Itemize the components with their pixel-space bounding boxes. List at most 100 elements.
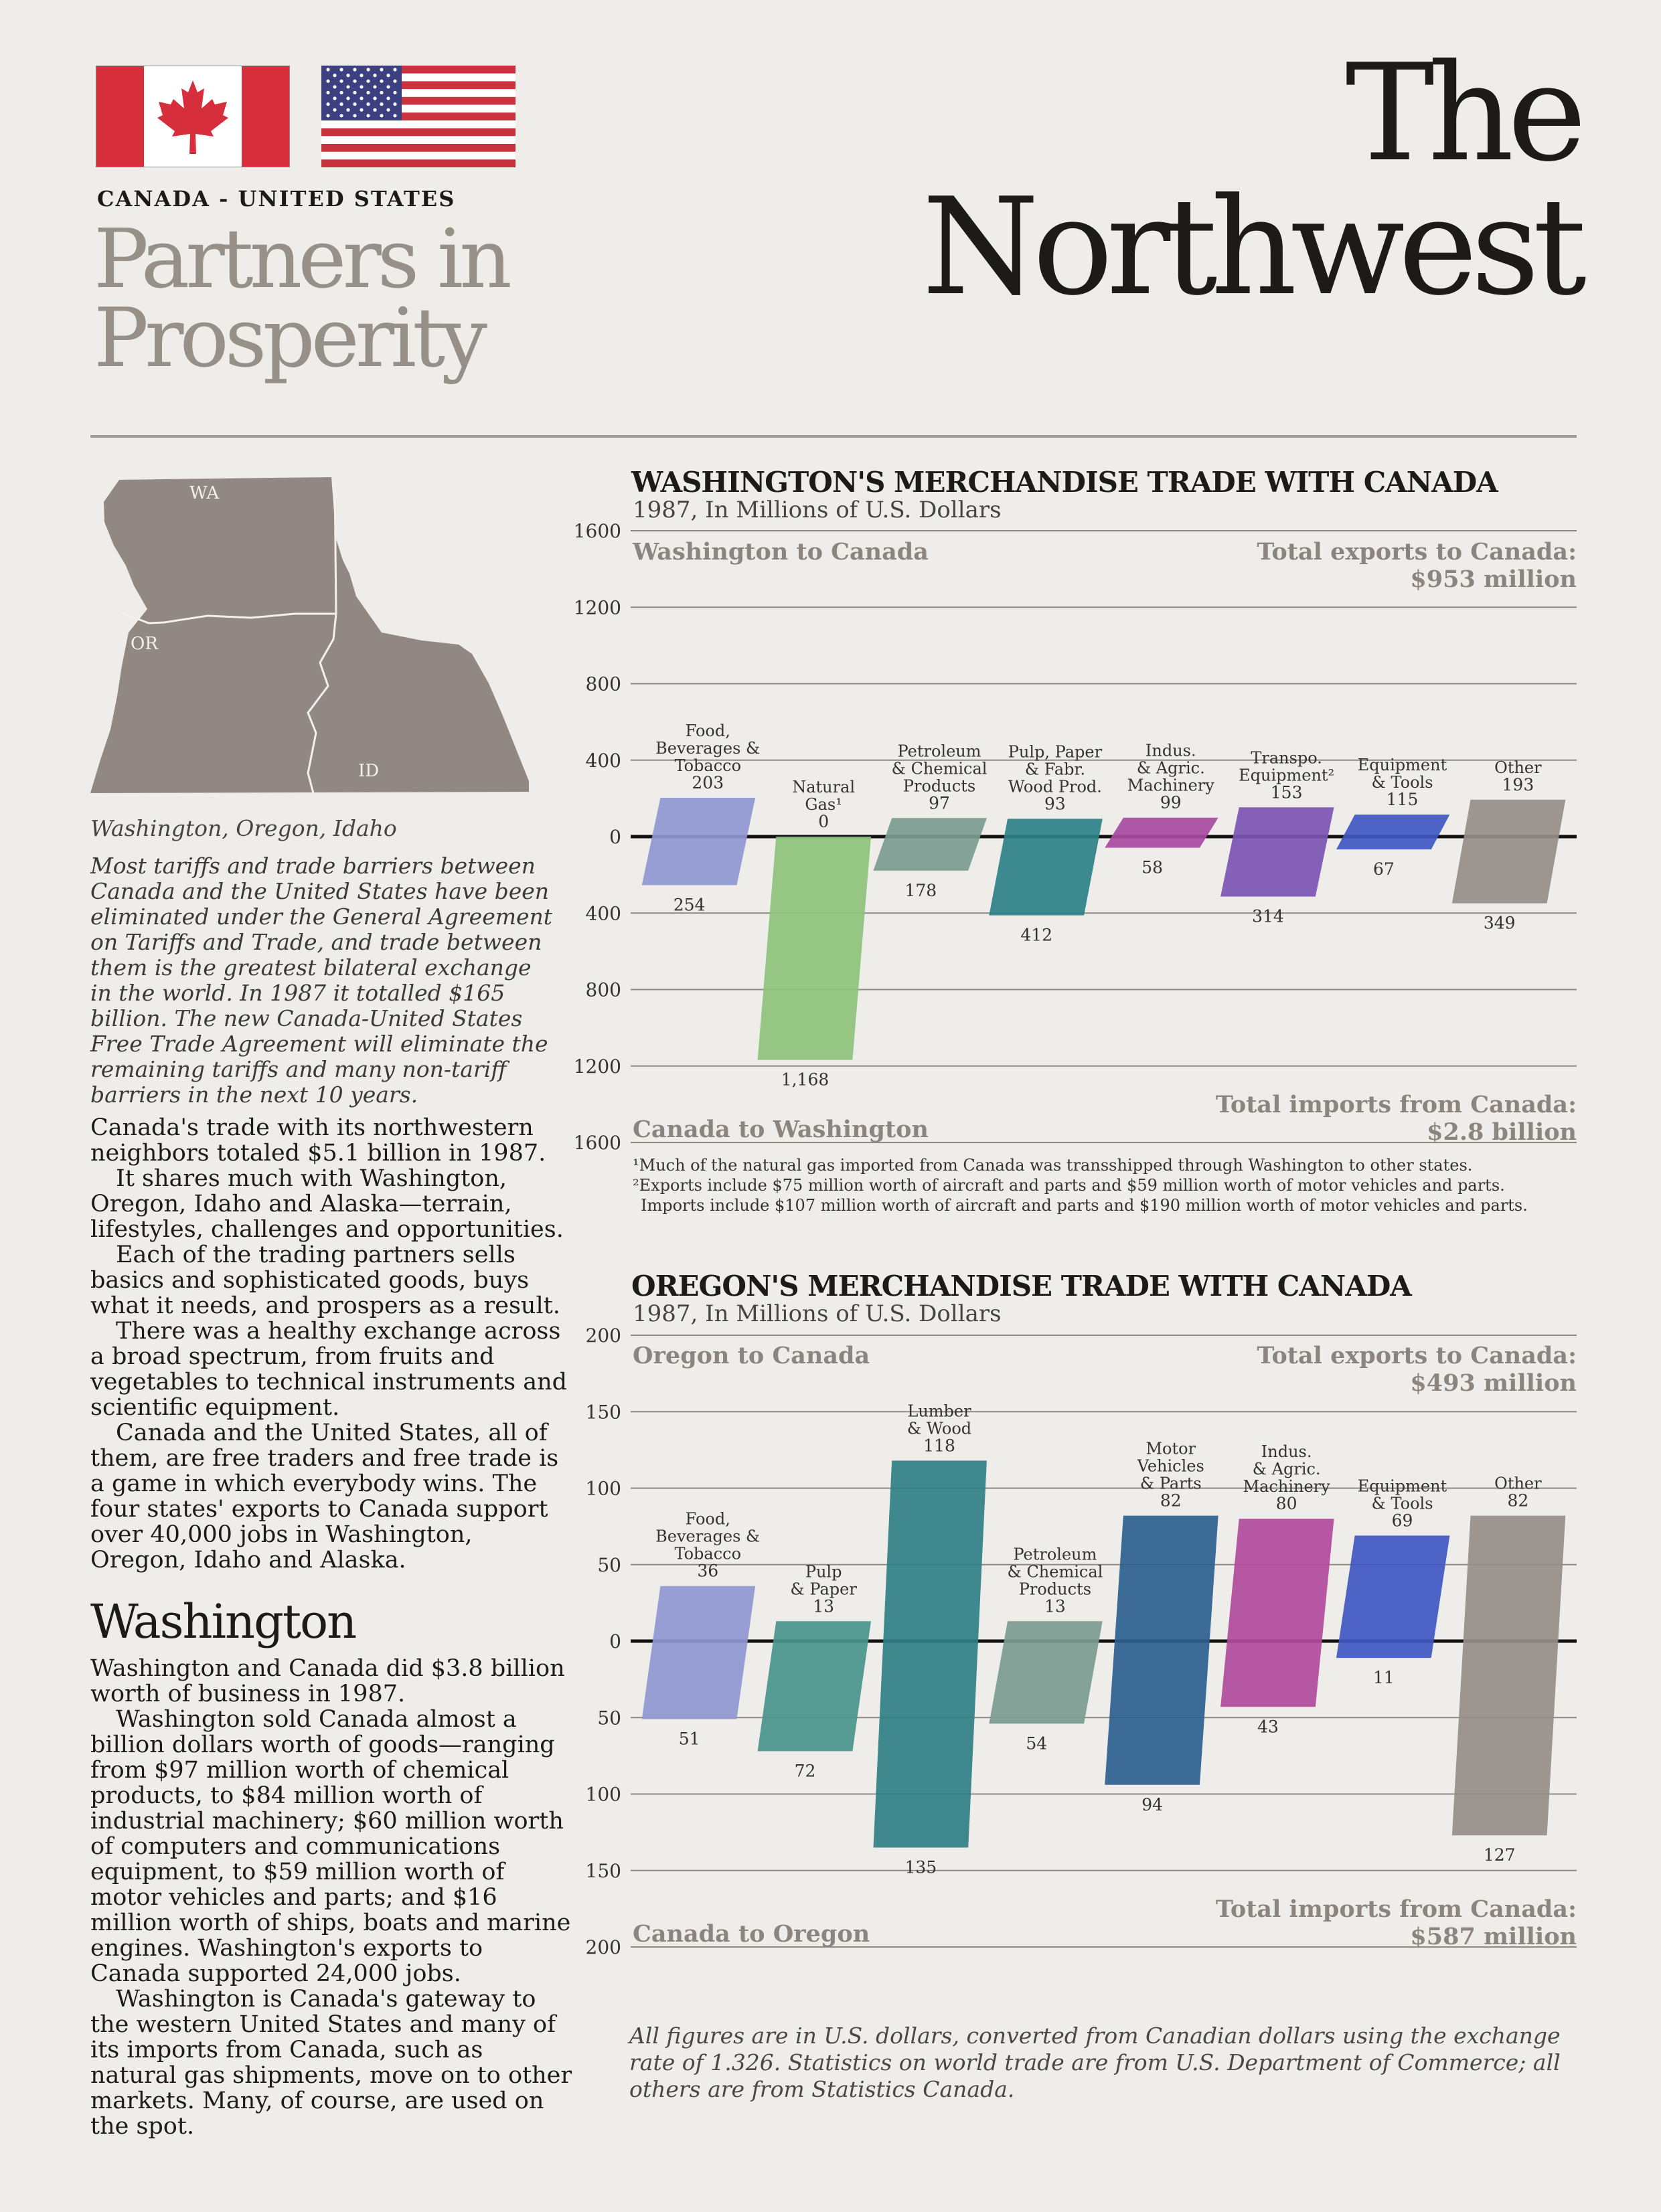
countries-label: CANADA - UNITED STATES [97, 186, 456, 211]
wa-category-label: Equipment² [1239, 766, 1334, 784]
wa-category-label: Other [1494, 758, 1542, 777]
or-import-value-label: 54 [1026, 1733, 1047, 1753]
or-category-label: Indus. [1261, 1442, 1312, 1461]
wa-export-label: Washington to Canada [633, 538, 929, 566]
or-total-exports-value: $493 million [1410, 1369, 1577, 1397]
or-category-label: Food, [686, 1510, 730, 1529]
wa-bar [873, 818, 987, 871]
wa-category-label: Indus. [1145, 742, 1196, 760]
wa-y-tick-label: 400 [586, 750, 621, 772]
wa-category-label: Pulp, Paper [1008, 742, 1103, 761]
wa-bar [989, 819, 1103, 916]
wa-bar [1105, 817, 1218, 848]
or-bar [1336, 1535, 1450, 1658]
wa-category-label: & Fabr. [1025, 760, 1085, 778]
map-label-or: OR [131, 634, 159, 654]
us-flag-icon [321, 66, 516, 167]
or-category-label: Pulp [805, 1562, 842, 1581]
or-total-exports-label: Total exports to Canada: [1257, 1342, 1577, 1369]
wa-chart-subtitle: 1987, In Millions of U.S. Dollars [633, 497, 1002, 523]
or-import-value-label: 11 [1373, 1668, 1395, 1687]
map-label-id: ID [358, 761, 379, 781]
or-y-tick-label: 50 [597, 1707, 621, 1729]
or-export-value-label: 13 [1044, 1596, 1066, 1616]
or-bar [1451, 1515, 1566, 1836]
wa-category-label: Equipment [1358, 756, 1447, 774]
canada-flag-icon [96, 66, 290, 167]
or-category-label: & Chemical [1007, 1562, 1103, 1581]
state-borders [120, 611, 337, 794]
or-category-label: & Wood [907, 1419, 971, 1438]
wa-category-label: Gas¹ [805, 795, 842, 814]
or-category-label: Vehicles [1137, 1457, 1204, 1476]
or-export-value-label: 82 [1507, 1491, 1528, 1511]
or-import-value-label: 43 [1257, 1717, 1279, 1736]
or-bar [1105, 1515, 1218, 1785]
top-divider [90, 435, 1577, 438]
footnote: Imports include $107 million worth of ai… [641, 1196, 1528, 1215]
wa-y-tick-label: 1200 [574, 1055, 621, 1078]
wa-total-imports-label: Total imports from Canada: [1215, 1091, 1577, 1118]
or-export-label: Oregon to Canada [633, 1342, 870, 1369]
wa-import-value-label: 1,168 [781, 1070, 829, 1090]
body-paragraph: Canada and the United States, all of the… [90, 1420, 559, 1573]
wa-y-tick-label: 1600 [574, 1132, 621, 1154]
or-y-tick-label: 50 [597, 1554, 621, 1576]
body-text: Canada's trade with its northwestern nei… [90, 1115, 572, 1573]
or-category-label: Other [1494, 1474, 1542, 1493]
or-category-label: Machinery [1243, 1477, 1331, 1496]
wa-export-value-label: 0 [818, 812, 829, 831]
or-bar [641, 1586, 756, 1719]
wa-id-border [333, 478, 337, 614]
or-bar [757, 1621, 872, 1752]
body-paragraph: Each of the trading partners sells basic… [90, 1242, 560, 1319]
or-category-label: & Paper [790, 1580, 857, 1598]
wa-bar [1336, 815, 1450, 850]
or-chart-subtitle: 1987, In Millions of U.S. Dollars [633, 1300, 1002, 1327]
or-category-label: & Parts [1140, 1474, 1202, 1493]
or-y-tick-label: 150 [586, 1860, 621, 1882]
wa-y-tick-label: 400 [586, 902, 621, 924]
body-paragraph: There was a healthy exchange across a br… [90, 1318, 568, 1421]
or-import-value-label: 127 [1484, 1845, 1516, 1865]
map-landmass [90, 477, 529, 793]
or-bar [989, 1621, 1103, 1724]
wa-category-label: & Tools [1372, 773, 1433, 792]
washington-heading: Washington [90, 1594, 357, 1649]
footnote: ²Exports include $75 million worth of ai… [633, 1176, 1505, 1195]
or-import-value-label: 72 [795, 1762, 816, 1781]
or-export-value-label: 118 [923, 1436, 955, 1455]
wa-category-label: & Agric. [1137, 759, 1205, 778]
map-label-wa: WA [189, 483, 220, 503]
wa-export-value-label: 97 [929, 793, 950, 813]
wa-category-label: Wood Prod. [1008, 777, 1102, 796]
or-category-label: Motor [1145, 1440, 1196, 1458]
tagline-line2: Prosperity [94, 290, 487, 386]
wa-footnotes: ¹Much of the natural gas imported from C… [633, 1155, 1583, 1215]
or-trade-chart: 200 150 100 50 0 50 100 150 200 36 Food,Beverages … [586, 1325, 1577, 1958]
or-y-tick-label: 150 [586, 1401, 621, 1423]
source-note: All figures are in U.S. dollars, convert… [629, 2023, 1561, 2102]
or-y-tick-label: 200 [586, 1325, 621, 1347]
wa-y-tick-label: 800 [586, 979, 621, 1001]
wa-category-label: & Chemical [892, 759, 987, 778]
wa-y-tick-label: 1600 [574, 520, 621, 542]
wa-total-exports-label: Total exports to Canada: [1257, 538, 1577, 566]
or-import-value-label: 51 [679, 1729, 700, 1749]
or-category-label: Petroleum [1013, 1545, 1097, 1563]
wa-y-tick-label: 1200 [574, 596, 621, 618]
wa-total-imports: Total imports from Canada: $2.8 billion [1138, 1091, 1577, 1146]
or-y-tick-label: 100 [586, 1478, 621, 1500]
body-paragraph: It shares much with Washington, Oregon, … [90, 1165, 564, 1243]
wa-import-value-label: 254 [674, 896, 706, 915]
or-bar [1220, 1519, 1334, 1707]
or-import-value-label: 135 [904, 1857, 937, 1877]
or-total-imports: Total imports from Canada: $587 million [1138, 1895, 1577, 1950]
wa-chart-title: WASHINGTON'S MERCHANDISE TRADE WITH CANA… [631, 466, 1498, 499]
or-bar [873, 1460, 987, 1848]
wa-bar [641, 798, 756, 885]
or-chart-title: OREGON'S MERCHANDISE TRADE WITH CANADA [631, 1270, 1412, 1302]
body-paragraph: Canada's trade with its northwestern nei… [90, 1114, 546, 1167]
or-category-label: Equipment [1358, 1476, 1447, 1495]
tagline-line1: Partners in [94, 211, 512, 307]
